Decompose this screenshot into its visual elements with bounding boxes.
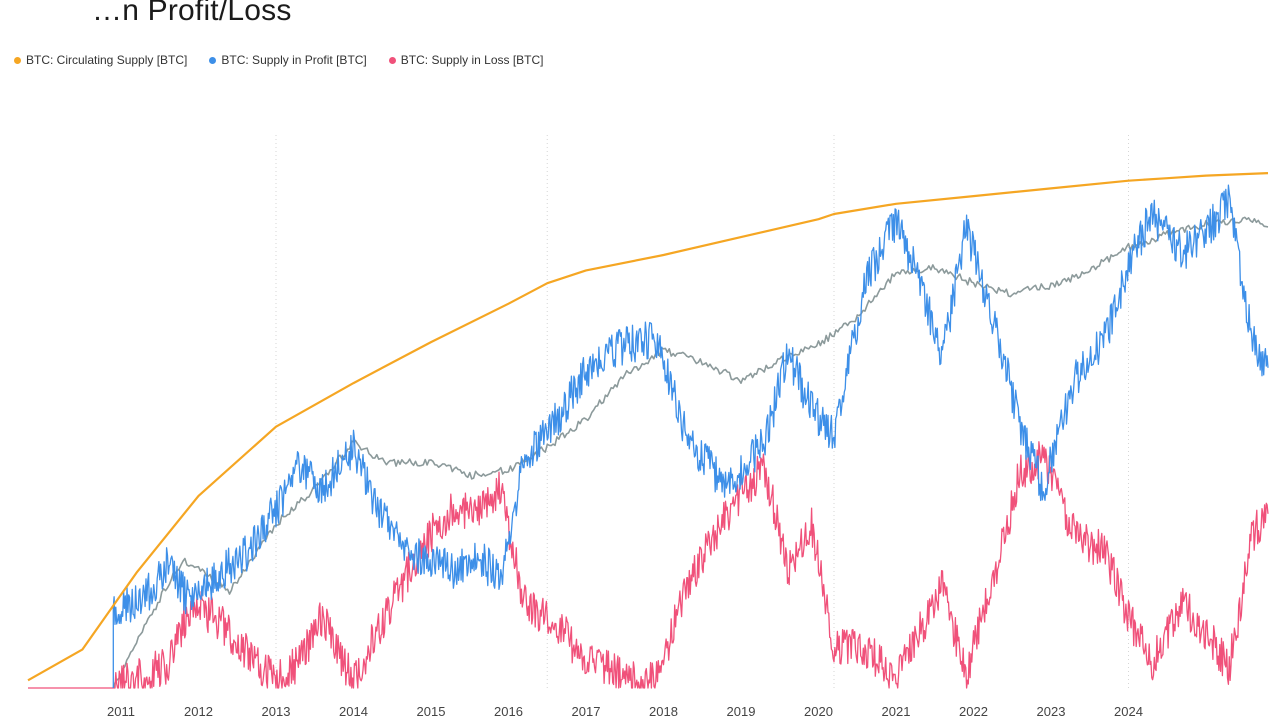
x-tick-label-2014: 2014: [339, 704, 368, 719]
chart-gridlines: [275, 135, 1129, 688]
legend-item-supply-in-profit[interactable]: BTC: Supply in Profit [BTC]: [209, 53, 367, 67]
x-tick-label-2015: 2015: [417, 704, 446, 719]
x-tick-label-2012: 2012: [184, 704, 213, 719]
x-tick-label-2011: 2011: [107, 704, 135, 719]
chart-legend: BTC: Circulating Supply [BTC] BTC: Suppl…: [14, 53, 544, 67]
legend-label: BTC: Supply in Loss [BTC]: [400, 53, 544, 67]
series-line-1: [112, 184, 1269, 688]
legend-swatch-blue: [209, 56, 217, 64]
x-axis-ticks: 2011 2012 2013 2014 2015 2016 2017 2018 2019 2020…: [107, 704, 1143, 719]
x-tick-label-2017: 2017: [572, 704, 601, 719]
x-tick-label-2013: 2013: [262, 704, 291, 719]
x-tick-label-2018: 2018: [649, 704, 678, 719]
legend-label: BTC: Supply in Profit [BTC]: [221, 53, 367, 67]
x-tick-label-2022: 2022: [959, 704, 988, 719]
legend-label: BTC: Circulating Supply [BTC]: [26, 53, 188, 67]
x-tick-label-2020: 2020: [804, 704, 833, 719]
chart-title: …n Profit/Loss: [92, 0, 292, 27]
legend-swatch-orange: [14, 56, 21, 64]
x-tick-label-2021: 2021: [882, 704, 911, 719]
series-line-3: [112, 216, 1269, 689]
x-tick-label-2019: 2019: [727, 704, 756, 719]
x-tick-label-2024: 2024: [1114, 704, 1143, 719]
x-tick-label-2023: 2023: [1037, 704, 1066, 719]
series-line-2: [28, 441, 1269, 689]
x-tick-label-2016: 2016: [494, 704, 523, 719]
legend-item-circulating-supply[interactable]: BTC: Circulating Supply [BTC]: [14, 53, 187, 67]
legend-item-supply-in-loss[interactable]: BTC: Supply in Loss [BTC]: [388, 53, 544, 67]
chart-series: [27, 172, 1269, 689]
legend-swatch-pink: [388, 56, 396, 64]
series-line-0: [27, 172, 1269, 682]
